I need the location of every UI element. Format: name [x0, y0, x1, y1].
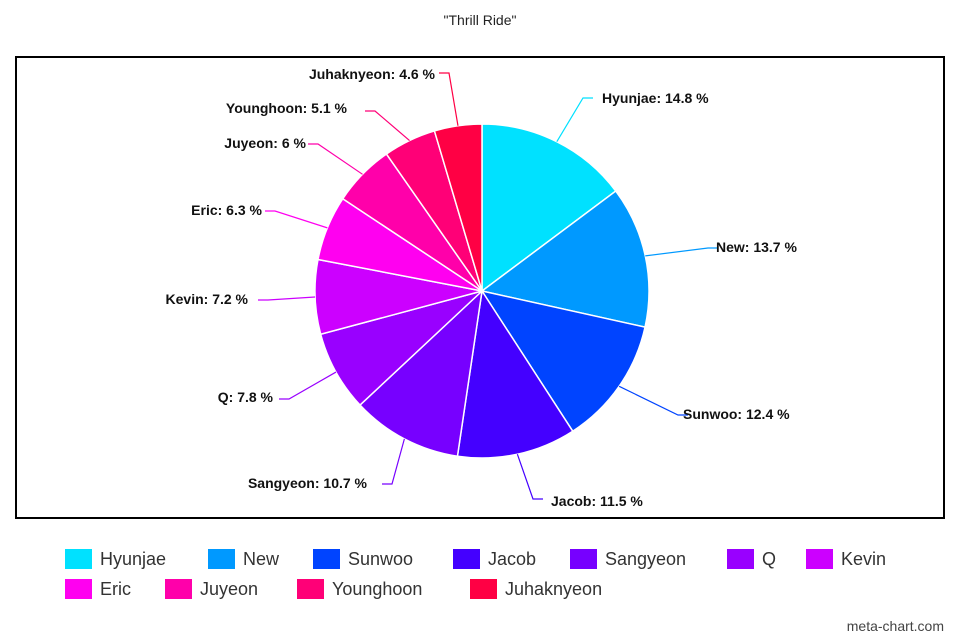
- legend-item-younghoon: Younghoon: [297, 577, 422, 601]
- legend-item-q: Q: [727, 547, 776, 571]
- watermark: meta-chart.com: [846, 618, 944, 634]
- pie-slice-sunwoo: [480, 289, 646, 433]
- leader-line-hyunjae: [556, 97, 593, 143]
- legend-label-q: Q: [762, 548, 777, 569]
- legend-swatch-sangyeon: [570, 549, 597, 569]
- chart-frame: Hyunjae: 14.8 % New: 13.7 % Sunwoo: 12.4 %…: [15, 56, 945, 519]
- legend-label-eric: Eric: [100, 578, 131, 599]
- legend-swatch-eric: [65, 579, 92, 599]
- leader-line-sunwoo: [618, 385, 688, 416]
- legend-label-new: New: [243, 548, 280, 569]
- pie-slice-sangyeon: [358, 288, 484, 458]
- legend-label-kevin: Kevin: [841, 548, 887, 569]
- legend-swatch-juhaknyeon: [470, 579, 497, 599]
- slice-label-juyeon: Juyeon: 6 %: [224, 135, 306, 151]
- legend-swatch-jacob: [453, 549, 480, 569]
- legend-label-sangyeon: Sangyeon: [605, 548, 687, 569]
- legend-item-new: New: [208, 547, 279, 571]
- slice-label-sangyeon: Sangyeon: 10.7 %: [248, 475, 368, 491]
- legend-swatch-kevin: [806, 549, 833, 569]
- legend-swatch-younghoon: [297, 579, 324, 599]
- legend-item-eric: Eric: [65, 577, 131, 601]
- legend-label-sunwoo: Sunwoo: [348, 548, 414, 569]
- slice-label-younghoon: Younghoon: 5.1 %: [226, 100, 348, 116]
- leader-line-jacob: [516, 454, 543, 500]
- legend-label-jacob: Jacob: [488, 548, 537, 569]
- leader-line-sangyeon: [382, 438, 405, 485]
- legend-swatch-q: [727, 549, 754, 569]
- legend-item-sunwoo: Sunwoo: [313, 547, 413, 571]
- legend-item-sangyeon: Sangyeon: [570, 547, 686, 571]
- chart-title: "Thrill Ride": [443, 12, 517, 28]
- legend-item-juyeon: Juyeon: [165, 577, 258, 601]
- legend-swatch-new: [208, 549, 235, 569]
- slice-label-sunwoo: Sunwoo: 12.4 %: [683, 406, 790, 422]
- legend-label-juyeon: Juyeon: [200, 578, 259, 599]
- pie-slice-jacob: [456, 288, 574, 459]
- legend: Hyunjae New Sunwoo Jacob Sangyeon Q Kevin Eric J…: [65, 547, 925, 607]
- slice-label-juhaknyeon: Juhaknyeon: 4.6 %: [309, 66, 436, 82]
- slice-label-eric: Eric: 6.3 %: [191, 202, 262, 218]
- slice-label-hyunjae: Hyunjae: 14.8 %: [602, 90, 709, 106]
- legend-swatch-hyunjae: [65, 549, 92, 569]
- pie-chart: Hyunjae: 14.8 % New: 13.7 % Sunwoo: 12.4 %…: [166, 66, 798, 509]
- leader-line-juyeon: [308, 143, 363, 175]
- legend-label-juhaknyeon: Juhaknyeon: [505, 578, 603, 599]
- legend-item-jacob: Jacob: [453, 547, 536, 571]
- slice-label-jacob: Jacob: 11.5 %: [551, 493, 643, 509]
- pie-slice-juhaknyeon: [433, 123, 483, 292]
- pie-slice-hyunjae: [481, 123, 617, 293]
- legend-label-younghoon: Younghoon: [332, 578, 423, 599]
- leader-line-q: [279, 371, 337, 400]
- legend-row: Hyunjae New Sunwoo Jacob Sangyeon Q Kevin: [65, 547, 925, 577]
- legend-swatch-sunwoo: [313, 549, 340, 569]
- leader-line-new: [645, 247, 718, 257]
- slice-label-kevin: Kevin: 7.2 %: [166, 291, 249, 307]
- legend-row: Eric Juyeon Younghoon Juhaknyeon: [65, 577, 925, 607]
- leader-line-younghoon: [365, 110, 410, 141]
- leader-line-juhaknyeon: [439, 72, 459, 126]
- pie-slice-new: [480, 189, 650, 329]
- legend-item-kevin: Kevin: [806, 547, 886, 571]
- slice-label-q: Q: 7.8 %: [218, 389, 274, 405]
- leader-line-kevin: [258, 296, 316, 301]
- legend-swatch-juyeon: [165, 579, 192, 599]
- slice-label-new: New: 13.7 %: [716, 239, 797, 255]
- leader-line-eric: [265, 210, 328, 229]
- legend-item-hyunjae: Hyunjae: [65, 547, 166, 571]
- legend-label-hyunjae: Hyunjae: [100, 548, 167, 569]
- legend-item-juhaknyeon: Juhaknyeon: [470, 577, 602, 601]
